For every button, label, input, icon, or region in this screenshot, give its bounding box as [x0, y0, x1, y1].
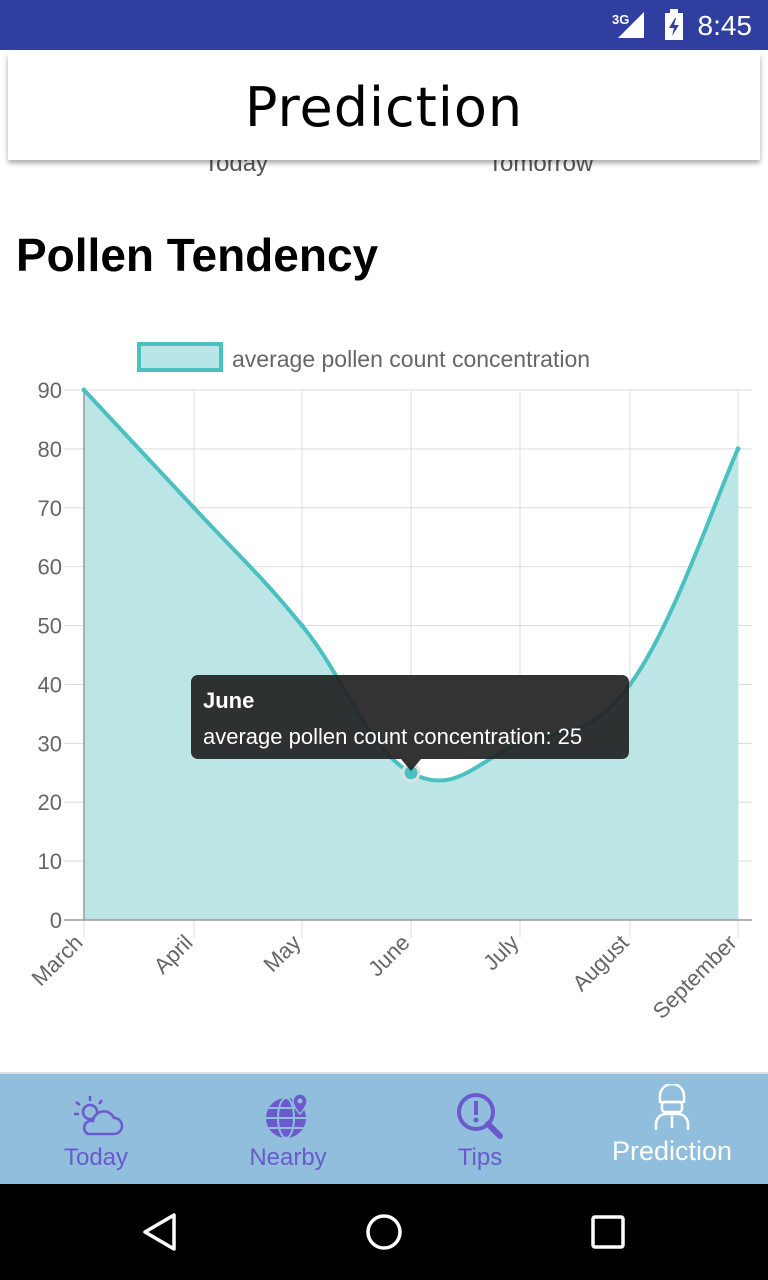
- y-tick-label: 70: [38, 496, 62, 521]
- x-tick-label: July: [478, 930, 523, 975]
- recents-icon[interactable]: [590, 1214, 630, 1254]
- y-tick-label: 50: [38, 614, 62, 639]
- tooltip-box: [191, 675, 629, 759]
- y-tick-label: 40: [38, 672, 62, 697]
- y-tick-label: 90: [38, 378, 62, 403]
- pollen-chart[interactable]: 0 10 20 30 40 50 60 70 80 90 March April May June July…: [0, 330, 768, 1050]
- nav-today[interactable]: Today: [0, 1074, 192, 1186]
- x-tick-label: April: [149, 930, 198, 979]
- y-tick-label: 30: [38, 731, 62, 756]
- back-icon[interactable]: [140, 1212, 180, 1252]
- battery-icon: [665, 9, 683, 40]
- tooltip-body: average pollen count concentration: 25: [203, 724, 582, 749]
- bottom-nav: Today Nearby Tips: [0, 1072, 768, 1186]
- nav-nearby-label: Nearby: [249, 1144, 327, 1171]
- x-tick-label: August: [567, 930, 633, 996]
- home-icon[interactable]: [364, 1212, 404, 1252]
- data-point: [191, 505, 197, 511]
- tooltip-caret: [401, 759, 421, 771]
- section-title: Pollen Tendency: [16, 229, 379, 281]
- legend-swatch: [137, 342, 223, 372]
- weather-icon: [74, 1096, 124, 1136]
- doctor-icon: [654, 1084, 690, 1130]
- legend-label: average pollen count concentration: [232, 346, 590, 372]
- nav-prediction[interactable]: Prediction: [576, 1074, 768, 1186]
- x-tick-label: May: [258, 930, 305, 977]
- data-point: [735, 446, 741, 452]
- y-tick-label: 20: [38, 790, 62, 815]
- tooltip-title: June: [203, 688, 254, 713]
- data-point: [81, 387, 87, 393]
- network-type: 3G: [612, 12, 630, 27]
- y-tick-label: 80: [38, 437, 62, 462]
- nav-prediction-label: Prediction: [611, 1136, 733, 1166]
- search-info-icon: [457, 1093, 503, 1139]
- nav-tips[interactable]: Tips: [384, 1074, 576, 1186]
- y-tick-label: 10: [38, 849, 62, 874]
- nav-today-label: Today: [63, 1144, 129, 1171]
- page-title: Prediction: [244, 75, 524, 139]
- clock: 8:45: [697, 10, 753, 41]
- system-nav-bar: [0, 1184, 768, 1280]
- x-tick-label: March: [27, 930, 88, 991]
- y-tick-label: 0: [50, 908, 62, 933]
- x-tick-label: June: [363, 930, 414, 981]
- status-bar: 3G 8:45: [0, 0, 768, 50]
- series-area: [84, 390, 738, 920]
- data-point: [299, 623, 305, 629]
- signal-icon: [618, 12, 644, 38]
- globe-pin-icon: [266, 1093, 308, 1139]
- nav-nearby[interactable]: Nearby: [192, 1074, 384, 1186]
- nav-tips-label: Tips: [457, 1144, 503, 1171]
- x-tick-label: September: [648, 930, 742, 1024]
- y-tick-label: 60: [38, 555, 62, 580]
- app-header: Prediction: [8, 54, 760, 160]
